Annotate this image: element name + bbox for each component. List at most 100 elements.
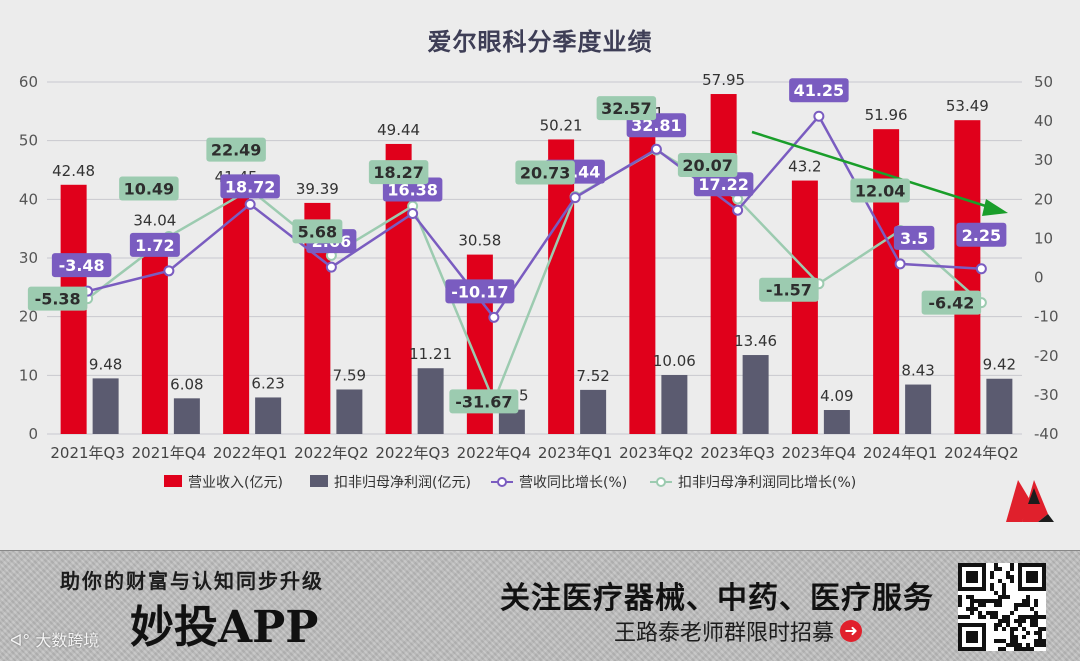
banner-subline-text: 王路泰老师群限时招募 — [614, 621, 835, 646]
qr-finder — [1026, 571, 1038, 583]
qr-module — [1018, 615, 1022, 619]
profit-growth-label: 20.07 — [682, 156, 733, 175]
revenue-growth-label: -3.48 — [59, 256, 105, 275]
profit-growth-label: -1.57 — [766, 281, 812, 300]
profit-growth-label-group: 32.57 — [596, 96, 657, 121]
banner-subline[interactable]: 王路泰老师群限时招募 ➜ — [614, 615, 863, 647]
qr-module — [1034, 619, 1038, 623]
left-axis-tick-label: 0 — [28, 425, 38, 443]
qr-module — [1010, 575, 1014, 579]
qr-module — [1038, 615, 1042, 619]
qr-module — [990, 587, 994, 591]
qr-module — [1010, 579, 1014, 583]
qr-module — [998, 595, 1002, 599]
qr-module — [998, 639, 1002, 643]
qr-module — [1026, 595, 1030, 599]
x-axis-tick-label: 2021年Q3 — [50, 444, 125, 462]
right-axis-tick-label: -30 — [1034, 386, 1059, 404]
right-axis-tick-label: 20 — [1034, 190, 1053, 208]
qr-module — [994, 623, 998, 627]
profit-growth-label: -31.67 — [455, 392, 512, 411]
banner-headline: 关注医疗器械、中药、医疗服务 — [500, 581, 934, 616]
x-axis-tick-label: 2022年Q4 — [457, 444, 532, 462]
watermark-logo-icon: ᐊ° — [10, 631, 31, 650]
qr-module — [1002, 619, 1006, 623]
qr-module — [1026, 631, 1030, 635]
profit-growth-label-group: -5.38 — [27, 286, 88, 311]
profit-bar — [417, 368, 444, 434]
qr-module — [1034, 623, 1038, 627]
revenue-bar — [548, 139, 575, 434]
revenue-growth-label: 16.38 — [387, 180, 438, 199]
qr-finder — [966, 571, 978, 583]
qr-module — [1006, 571, 1010, 575]
qr-module — [962, 615, 966, 619]
qr-module — [998, 619, 1002, 623]
profit-bar-label: 4.09 — [820, 387, 853, 405]
revenue-bar-label: 49.44 — [377, 121, 420, 139]
right-axis-tick-label: -10 — [1034, 308, 1059, 326]
qr-module — [978, 611, 982, 615]
qr-module — [1010, 631, 1014, 635]
x-axis-tick-label: 2022年Q2 — [294, 444, 369, 462]
qr-module — [1006, 643, 1010, 647]
profit-growth-label-box — [292, 219, 343, 244]
profit-bar-label: 6.08 — [170, 375, 203, 393]
profit-growth-label-box — [596, 96, 657, 121]
x-axis-tick-label: 2022年Q3 — [375, 444, 450, 462]
left-axis-tick-label: 50 — [19, 132, 38, 150]
right-axis-tick-label: -20 — [1034, 347, 1059, 365]
left-axis-tick-label: 10 — [19, 366, 38, 384]
revenue-growth-point — [569, 192, 581, 204]
qr-module — [1034, 639, 1038, 643]
qr-module — [1002, 615, 1006, 619]
profit-growth-label-box — [27, 286, 88, 311]
left-axis-tick-label: 40 — [19, 190, 38, 208]
revenue-growth-point — [244, 198, 256, 210]
qr-module — [974, 607, 978, 611]
revenue-growth-line — [87, 114, 982, 320]
revenue-growth-label-group: 16.38 — [382, 177, 443, 202]
qr-module — [1006, 595, 1010, 599]
qr-module — [970, 611, 974, 615]
qr-module — [1006, 623, 1010, 627]
right-axis-tick-label: -40 — [1034, 425, 1059, 443]
profit-growth-label-group: -31.67 — [449, 389, 519, 414]
qr-module — [966, 607, 970, 611]
revenue-growth-label-group: 17.22 — [693, 172, 754, 197]
profit-bar-label: 10.06 — [653, 352, 696, 370]
qr-module — [994, 639, 998, 643]
qr-module — [1010, 627, 1014, 631]
revenue-bar-label: 34.04 — [133, 211, 176, 229]
bottom-banner[interactable]: 助你的财富与认知同步升级 妙投APP ᐊ° 大数跨境 关注医疗器械、中药、医疗服… — [0, 550, 1080, 661]
revenue-growth-label-group: 2.25 — [956, 222, 1007, 247]
profit-growth-label-group: 22.49 — [206, 137, 266, 162]
qr-module — [1006, 575, 1010, 579]
qr-module — [974, 599, 978, 603]
revenue-growth-label: 17.22 — [698, 175, 749, 194]
revenue-bar — [141, 234, 168, 434]
qr-module — [990, 583, 994, 587]
arrow-right-circle-icon[interactable]: ➜ — [840, 620, 863, 642]
qr-module — [1038, 631, 1042, 635]
revenue-bar-label: 39.39 — [296, 180, 339, 198]
profit-bar — [823, 410, 850, 434]
qr-module — [990, 615, 994, 619]
revenue-growth-point — [650, 143, 662, 155]
revenue-bar-label: 53.49 — [946, 97, 989, 115]
qr-module — [982, 615, 986, 619]
qr-code-icon[interactable] — [958, 563, 1046, 651]
profit-bar-label: 13.46 — [734, 332, 777, 350]
qr-module — [994, 615, 998, 619]
qr-module — [998, 599, 1002, 603]
revenue-bar-label: 30.58 — [458, 232, 501, 250]
qr-module — [1014, 603, 1018, 607]
revenue-growth-point — [813, 110, 825, 122]
profit-growth-label-box — [119, 176, 179, 201]
profit-bar-label: 11.21 — [409, 345, 452, 363]
chart-area: 爱尔眼科分季度业绩 0 10 20 30 40 50 60 -40 -30 -20 -10 0 10 20… — [18, 28, 1059, 522]
qr-module — [978, 599, 982, 603]
qr-module — [1006, 615, 1010, 619]
revenue-growth-label-box — [445, 279, 515, 304]
profit-growth-label-box — [677, 153, 738, 178]
